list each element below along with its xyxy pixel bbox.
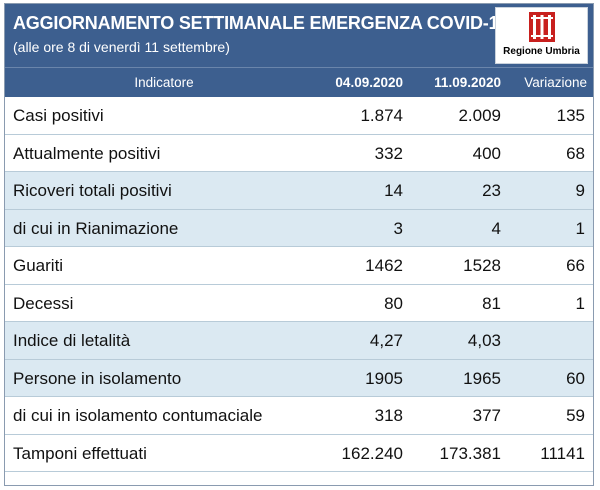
table-row: Casi positivi 1.874 2.009 135	[5, 97, 593, 135]
table-row: Attualmente positivi 332 400 68	[5, 135, 593, 172]
umbria-emblem-icon	[529, 12, 555, 42]
row-value-variazione: 68	[566, 143, 585, 163]
column-header-variazione: Variazione	[524, 75, 587, 90]
row-value-date-1: 1905	[365, 368, 403, 388]
row-value-date-2: 400	[472, 143, 501, 163]
row-value-date-1: 14	[384, 181, 403, 200]
row-value-date-2: 1528	[463, 256, 501, 275]
table-row: di cui in isolamento contumaciale 318 37…	[5, 397, 593, 435]
table-row: Decessi 80 81 1	[5, 285, 593, 322]
row-label: di cui in Rianimazione	[13, 218, 179, 238]
row-label: Persone in isolamento	[13, 368, 182, 388]
row-value-variazione: 59	[566, 406, 585, 425]
row-label: Casi positivi	[13, 106, 104, 125]
row-value-date-2: 4	[491, 218, 501, 238]
row-label: Guariti	[13, 256, 64, 275]
header-banner: AGGIORNAMENTO SETTIMANALE EMERGENZA COVI…	[5, 4, 593, 67]
row-value-date-1: 1462	[365, 256, 403, 275]
row-value-variazione: 135	[556, 106, 585, 125]
row-value-date-1: 1.874	[360, 106, 403, 125]
column-header-date-1: 04.09.2020	[335, 75, 403, 90]
row-value-date-1: 3	[393, 218, 403, 238]
row-value-date-1: 162.240	[341, 443, 403, 463]
logo-text: Regione Umbria	[503, 46, 580, 57]
row-label: Ricoveri totali positivi	[13, 181, 172, 200]
covid-weekly-update-card: AGGIORNAMENTO SETTIMANALE EMERGENZA COVI…	[4, 3, 594, 486]
table-header: Indicatore 04.09.2020 11.09.2020 Variazi…	[5, 67, 593, 97]
row-label: Decessi	[13, 293, 74, 313]
column-header-indicatore: Indicatore	[134, 75, 194, 90]
row-label: di cui in isolamento contumaciale	[13, 406, 263, 425]
column-header-date-2: 11.09.2020	[434, 75, 501, 90]
table-row: Persone in isolamento 1905 1965 60	[5, 359, 593, 397]
row-value-variazione: 11141	[540, 443, 585, 463]
row-value-date-2: 23	[482, 181, 501, 200]
regione-umbria-logo: Regione Umbria	[495, 7, 588, 64]
row-value-date-2: 4,03	[467, 331, 501, 350]
row-label: Tamponi effettuati	[13, 443, 147, 463]
row-label: Indice di letalità	[13, 331, 131, 350]
table-body: Casi positivi 1.874 2.009 135 Attualment…	[5, 97, 593, 472]
row-value-date-2: 1965	[463, 368, 501, 388]
row-value-variazione: 66	[566, 256, 585, 275]
row-value-variazione: 60	[566, 368, 585, 388]
row-value-date-1: 4,27	[369, 331, 403, 350]
table-row: Tamponi effettuati 162.240 173.381 11141	[5, 435, 593, 472]
table-row: Guariti 1462 1528 66	[5, 247, 593, 285]
row-value-date-2: 377	[472, 406, 501, 425]
row-value-date-1: 332	[374, 143, 403, 163]
row-value-variazione: 1	[575, 293, 585, 313]
row-value-variazione: 9	[575, 181, 585, 200]
page-subtitle: (alle ore 8 di venerdì 11 settembre)	[13, 39, 230, 55]
row-label: Attualmente positivi	[13, 143, 161, 163]
table-row: di cui in Rianimazione 3 4 1	[5, 209, 593, 247]
table-row: Ricoveri totali positivi 14 23 9	[5, 172, 593, 210]
page-title: AGGIORNAMENTO SETTIMANALE EMERGENZA COVI…	[13, 13, 509, 33]
row-value-date-2: 81	[482, 293, 501, 313]
row-value-date-1: 80	[384, 293, 403, 313]
table-row: Indice di letalità 4,27 4,03	[5, 322, 593, 360]
row-value-variazione: 1	[575, 218, 585, 238]
row-value-date-1: 318	[374, 406, 403, 425]
row-value-date-2: 173.381	[439, 443, 501, 463]
row-value-date-2: 2.009	[458, 106, 501, 125]
